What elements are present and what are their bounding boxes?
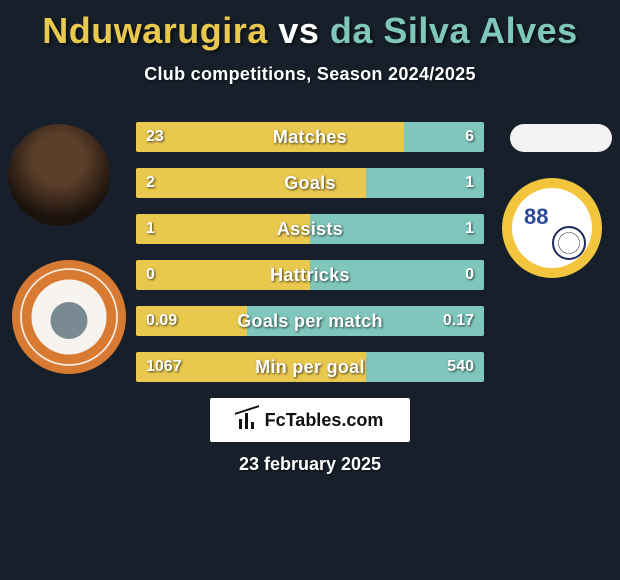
stat-row: Min per goal1067540 [136, 352, 484, 382]
soccer-ball-icon [552, 226, 586, 260]
snapshot-date: 23 february 2025 [0, 454, 620, 475]
club-badge-left [12, 260, 126, 374]
stat-value-right: 540 [437, 352, 484, 382]
club-badge-right: 88 [502, 178, 602, 278]
stat-row: Hattricks0 0 [136, 260, 484, 290]
title-right: da Silva Alves [330, 10, 578, 51]
stat-row: Goals2 1 [136, 168, 484, 198]
stat-value-right: 0.17 [433, 306, 484, 336]
player-avatar-left [8, 124, 110, 226]
stat-value-right: 6 [455, 122, 484, 152]
stat-value-left: 23 [136, 122, 174, 152]
title-vs: vs [278, 10, 319, 51]
stat-value-right: 0 [455, 260, 484, 290]
stat-label: Matches [136, 122, 484, 152]
stat-row: Goals per match0.09 0.17 [136, 306, 484, 336]
stat-row: Matches23 6 [136, 122, 484, 152]
stat-value-right: 1 [455, 214, 484, 244]
stat-label: Hattricks [136, 260, 484, 290]
stat-label: Goals per match [136, 306, 484, 336]
stat-label: Assists [136, 214, 484, 244]
club-badge-right-number: 88 [524, 204, 548, 230]
stat-value-left: 0.09 [136, 306, 187, 336]
stat-value-left: 2 [136, 168, 165, 198]
stat-label: Goals [136, 168, 484, 198]
stat-value-left: 1067 [136, 352, 192, 382]
player-avatar-right [510, 124, 612, 152]
stat-value-right: 1 [455, 168, 484, 198]
title-left: Nduwarugira [42, 10, 268, 51]
bar-chart-icon [237, 411, 259, 429]
page-title: Nduwarugira vs da Silva Alves [0, 0, 620, 52]
comparison-bars: Matches236Goals21Assists11Hattricks00Goa… [136, 122, 484, 398]
stat-value-left: 0 [136, 260, 165, 290]
subtitle: Club competitions, Season 2024/2025 [0, 64, 620, 85]
branding-text: FcTables.com [265, 410, 384, 431]
stat-value-left: 1 [136, 214, 165, 244]
branding-badge[interactable]: FcTables.com [210, 398, 410, 442]
stat-row: Assists1 1 [136, 214, 484, 244]
